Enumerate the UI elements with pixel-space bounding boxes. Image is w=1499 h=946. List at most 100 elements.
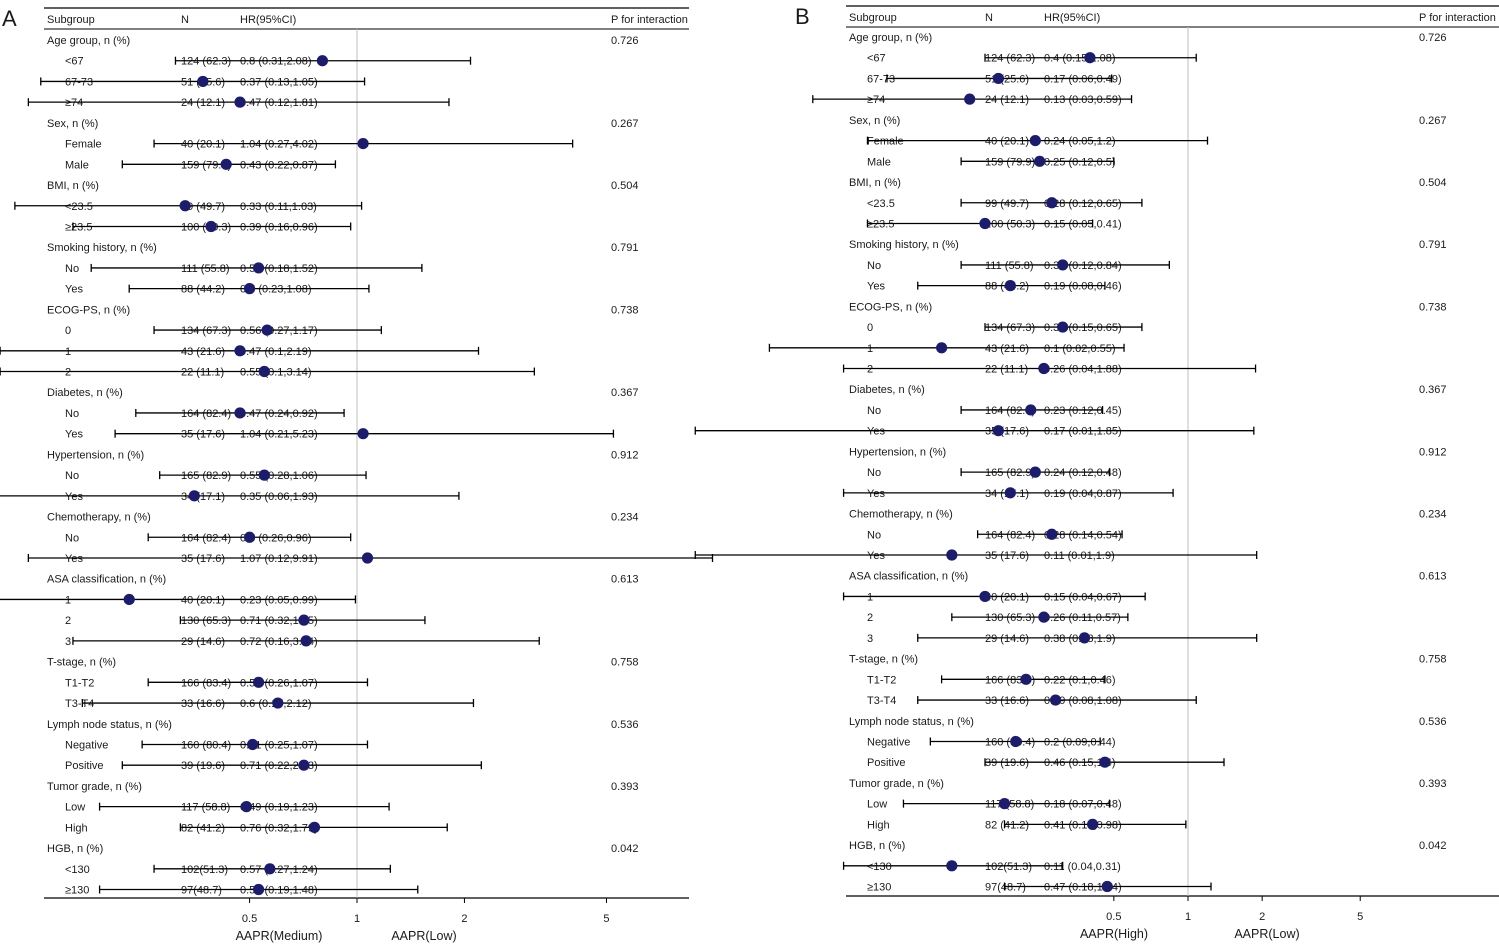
p-interaction-value: 0.267: [1419, 115, 1447, 127]
hr-point: [998, 798, 1011, 810]
p-interaction-value: 0.367: [611, 387, 639, 399]
hr-point: [272, 697, 284, 709]
table-row: Low 117 (58.8) 0.18 (0.07,0.48): [867, 798, 1122, 811]
n-value: 22 (11.1): [985, 364, 1028, 376]
table-row: 67-73 51 (25.6) 0.17 (0.06,0.49): [867, 72, 1122, 85]
subgroup-label: Yes: [65, 429, 83, 441]
n-value: 99 (49.7): [985, 198, 1029, 210]
hr-ci-value: 1.04 (0.27,4.02): [240, 139, 318, 151]
header-n: N: [985, 12, 993, 24]
table-row: 1 43 (21.6) 0.1 (0.02,0.55): [768, 342, 1125, 355]
group-label: Lymph node status, n (%): [849, 716, 974, 728]
hr-point: [300, 635, 312, 647]
p-interaction-value: 0.613: [611, 574, 639, 586]
hr-point: [197, 75, 209, 88]
table-row: Yes 35 (17.6) 0.11 (0.01,1.9): [694, 549, 1258, 562]
p-interaction-value: 0.791: [611, 242, 639, 254]
forest-panel-a: A Subgroup N HR(95%CI) P for interaction Age …: [0, 6, 714, 943]
n-value: 35 (17.6): [985, 550, 1029, 562]
n-value: 130 (65.3): [181, 615, 231, 627]
axis-tick-label: 5: [1357, 911, 1363, 923]
table-row: <67 124 (62.3) 0.4 (0.15,1.08): [867, 52, 1197, 65]
n-value: 164 (82.4): [181, 532, 231, 544]
subgroup-label: 67-73: [867, 73, 895, 85]
subgroup-label: 1: [65, 594, 71, 606]
n-value: 117 (58.8): [181, 802, 230, 814]
group-label: Chemotherapy, n (%): [849, 509, 953, 521]
table-row: Female 40 (20.1) 0.24 (0.05,1.2): [866, 135, 1209, 148]
hr-ci-value: 0.17 (0.01,1.85): [1044, 426, 1122, 438]
hr-ci-value: 0.49 (0.19,1.23): [240, 802, 318, 814]
subgroup-label: Low: [867, 799, 887, 811]
hr-point: [298, 759, 310, 771]
n-value: 130 (65.3): [985, 612, 1035, 624]
table-row: <23.5 99 (49.7) 0.28 (0.12,0.65): [867, 197, 1143, 210]
hr-ci-value: 0.15 (0.04,0.67): [1044, 591, 1122, 603]
hr-point: [1078, 632, 1091, 644]
hr-ci-value: 0.51 (0.25,1.07): [240, 739, 318, 751]
hr-point: [234, 345, 246, 357]
header-p-interaction: P for interaction: [1419, 12, 1496, 24]
hr-ci-value: 0.19 (0.08,0.46): [1044, 281, 1122, 293]
table-row: ≥74 24 (12.1) 0.47 (0.12,1.81): [27, 96, 450, 109]
p-interaction-value: 0.758: [1419, 654, 1447, 666]
subgroup-label: 2: [65, 615, 71, 627]
table-row: No 111 (55.8) 0.31 (0.12,0.84): [867, 259, 1170, 272]
subgroup-label: No: [65, 470, 79, 482]
hr-point: [946, 549, 958, 561]
subgroup-label: Male: [867, 156, 891, 168]
header-n: N: [181, 14, 189, 26]
axis-left-label: AAPR(Medium): [236, 929, 323, 943]
hr-point: [1038, 362, 1050, 375]
n-value: 99 (49.7): [181, 201, 225, 213]
subgroup-label: Yes: [65, 284, 83, 296]
axis-tick-label: 1: [354, 913, 360, 925]
n-value: 35 (17.6): [181, 429, 225, 441]
hr-ci-value: 0.53 (0.18,1.52): [240, 263, 318, 275]
hr-point: [1099, 756, 1111, 768]
p-interaction-value: 0.726: [611, 35, 639, 47]
hr-point: [1004, 280, 1016, 292]
hr-ci-value: 0.31 (0.12,0.84): [1044, 260, 1122, 272]
table-row: No 164 (82.4) 0.23 (0.12,0.45): [867, 404, 1122, 417]
hr-point: [946, 860, 958, 872]
table-row: Positive 39 (19.6) 0.71 (0.22,2.23): [65, 759, 482, 772]
hr-ci-value: 0.76 (0.32,1.79): [240, 822, 318, 834]
table-row: <130 102(51.3) 0.11 (0.04,0.31): [842, 860, 1121, 873]
group-label: Diabetes, n (%): [849, 384, 925, 396]
table-row: No 165 (82.9) 0.24 (0.12,0.48): [867, 466, 1122, 479]
subgroup-label: 3: [65, 636, 71, 648]
hr-point: [1057, 259, 1069, 271]
table-row: ≥23.5 100 (50.3) 0.39 (0.16,0.96): [65, 220, 352, 233]
n-value: 40 (20.1): [985, 136, 1029, 148]
hr-point: [979, 217, 991, 230]
hr-ci-value: 1.07 (0.12,9.91): [240, 553, 318, 565]
subgroup-label: ≥74: [867, 94, 885, 106]
hr-ci-value: 0.28 (0.14,0.54): [1044, 529, 1122, 541]
p-interaction-value: 0.234: [1419, 509, 1447, 521]
hr-ci-value: 0.71 (0.32,1.55): [240, 615, 318, 627]
hr-ci-value: 0.19 (0.04,0.87): [1044, 488, 1122, 500]
group-label: Age group, n (%): [47, 35, 130, 47]
subgroup-label: <67: [65, 56, 84, 68]
hr-ci-value: 1.04 (0.21,5.23): [240, 429, 318, 441]
n-value: 43 (21.6): [985, 343, 1029, 355]
subgroup-label: No: [65, 408, 79, 420]
table-row: Low 117 (58.8) 0.49 (0.19,1.23): [65, 801, 390, 814]
table-row: Yes 88 (44.2) 0.5 (0.23,1.08): [65, 283, 370, 296]
table-row: Male 159 (79.9) 0.43 (0.22,0.87): [65, 158, 337, 171]
hr-ci-value: 0.47 (0.1,2.19): [240, 346, 312, 358]
n-value: 88 (44.2): [181, 284, 225, 296]
hr-ci-value: 0.39 (0.16,0.96): [240, 221, 318, 233]
hr-point: [1057, 321, 1069, 333]
header-subgroup: Subgroup: [849, 12, 897, 24]
hr-ci-value: 0.43 (0.22,0.87): [240, 159, 318, 171]
table-row: Yes 35 (17.6) 0.17 (0.01,1.85): [694, 425, 1255, 438]
hr-point: [1004, 487, 1016, 499]
subgroup-label: No: [65, 263, 79, 275]
n-value: 35 (17.6): [985, 426, 1029, 438]
table-row: 2 22 (11.1) 0.26 (0.04,1.88): [842, 362, 1257, 376]
subgroup-label: 0: [65, 325, 71, 337]
hr-ci-value: 0.8 (0.31,2.08): [240, 56, 312, 68]
group-label: T-stage, n (%): [47, 657, 116, 669]
